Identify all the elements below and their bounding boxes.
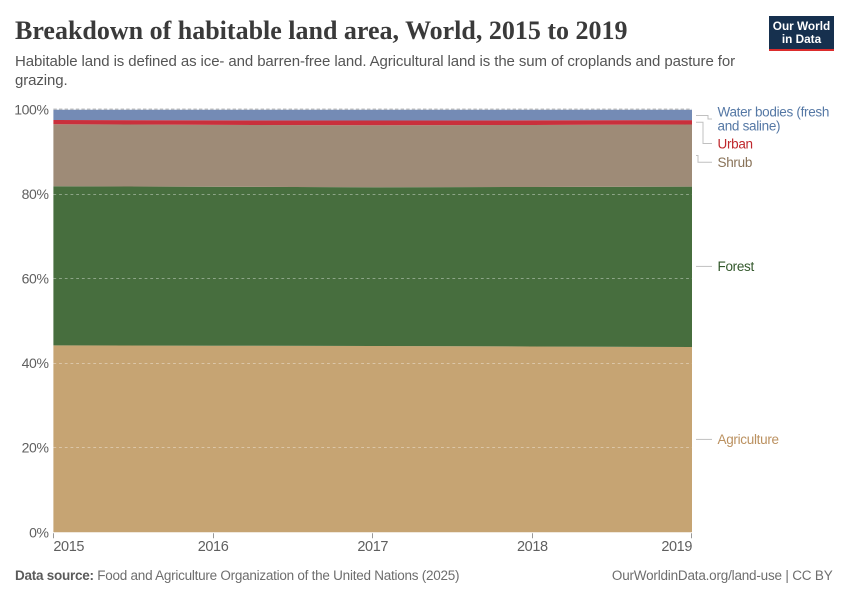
svg-text:Water bodies (fresh: Water bodies (fresh: [718, 105, 830, 120]
svg-text:2017: 2017: [357, 539, 388, 555]
svg-text:60%: 60%: [22, 271, 49, 287]
svg-text:and saline): and saline): [718, 119, 781, 134]
svg-text:2015: 2015: [53, 539, 84, 555]
svg-text:2019: 2019: [661, 539, 692, 555]
svg-text:0%: 0%: [29, 524, 48, 540]
svg-text:Urban: Urban: [718, 136, 753, 151]
svg-text:Agriculture: Agriculture: [718, 432, 779, 447]
svg-text:2018: 2018: [517, 539, 548, 555]
svg-text:100%: 100%: [14, 101, 48, 117]
svg-text:80%: 80%: [22, 186, 49, 202]
svg-text:40%: 40%: [22, 355, 49, 371]
svg-text:Shrub: Shrub: [718, 155, 753, 170]
svg-text:2016: 2016: [198, 539, 229, 555]
svg-text:Forest: Forest: [718, 259, 755, 274]
svg-text:20%: 20%: [22, 440, 49, 456]
